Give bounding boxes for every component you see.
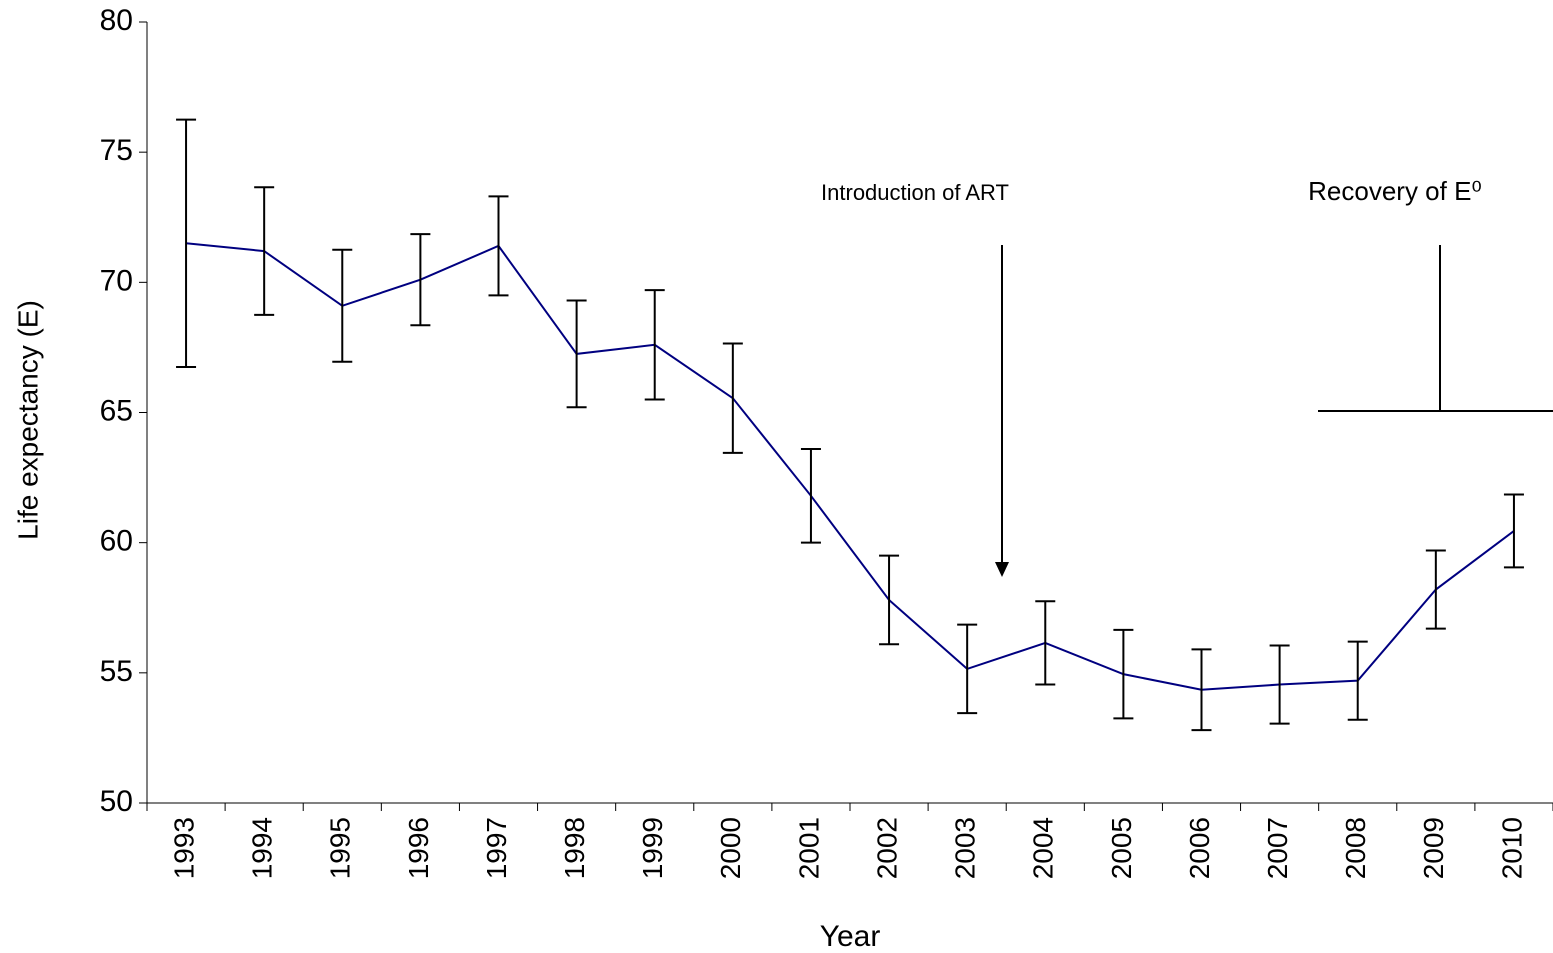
y-tick-label: 60 xyxy=(100,525,133,558)
y-tick-label: 75 xyxy=(100,134,133,167)
data-line xyxy=(185,242,1515,691)
x-tick-label: 2005 xyxy=(1106,817,1137,879)
x-tick-label: 1998 xyxy=(559,817,590,879)
x-tick-label: 1994 xyxy=(247,817,278,879)
x-axis-label: Year xyxy=(820,920,881,953)
x-tick-label: 1997 xyxy=(481,817,512,879)
x-tick-label: 2009 xyxy=(1418,817,1449,879)
y-tick-label: 70 xyxy=(100,264,133,297)
x-tick-label: 2002 xyxy=(871,817,902,879)
y-tick-label: 80 xyxy=(100,4,133,37)
annotation: Recovery of E⁰ xyxy=(1308,176,1482,206)
x-tick-label: 1993 xyxy=(168,817,199,879)
x-tick-label: 2001 xyxy=(793,817,824,879)
y-tick-label: 65 xyxy=(100,394,133,427)
y-axis-label: Life expectancy (E) xyxy=(12,300,43,540)
x-tick-label: 2003 xyxy=(950,817,981,879)
x-tick-label: 2000 xyxy=(715,817,746,879)
x-tick-label: 1995 xyxy=(325,817,356,879)
x-tick-label: 1999 xyxy=(637,817,668,879)
x-tick-label: 2008 xyxy=(1340,817,1371,879)
y-tick-label: 50 xyxy=(100,785,133,818)
arrowhead xyxy=(995,562,1009,577)
x-tick-label: 2010 xyxy=(1496,817,1527,879)
y-tick-label: 55 xyxy=(100,655,133,688)
x-tick-label: 2006 xyxy=(1184,817,1215,879)
annotation: Introduction of ART xyxy=(821,180,1009,205)
x-tick-label: 1996 xyxy=(403,817,434,879)
x-tick-label: 2004 xyxy=(1028,817,1059,879)
x-tick-label: 2007 xyxy=(1262,817,1293,879)
